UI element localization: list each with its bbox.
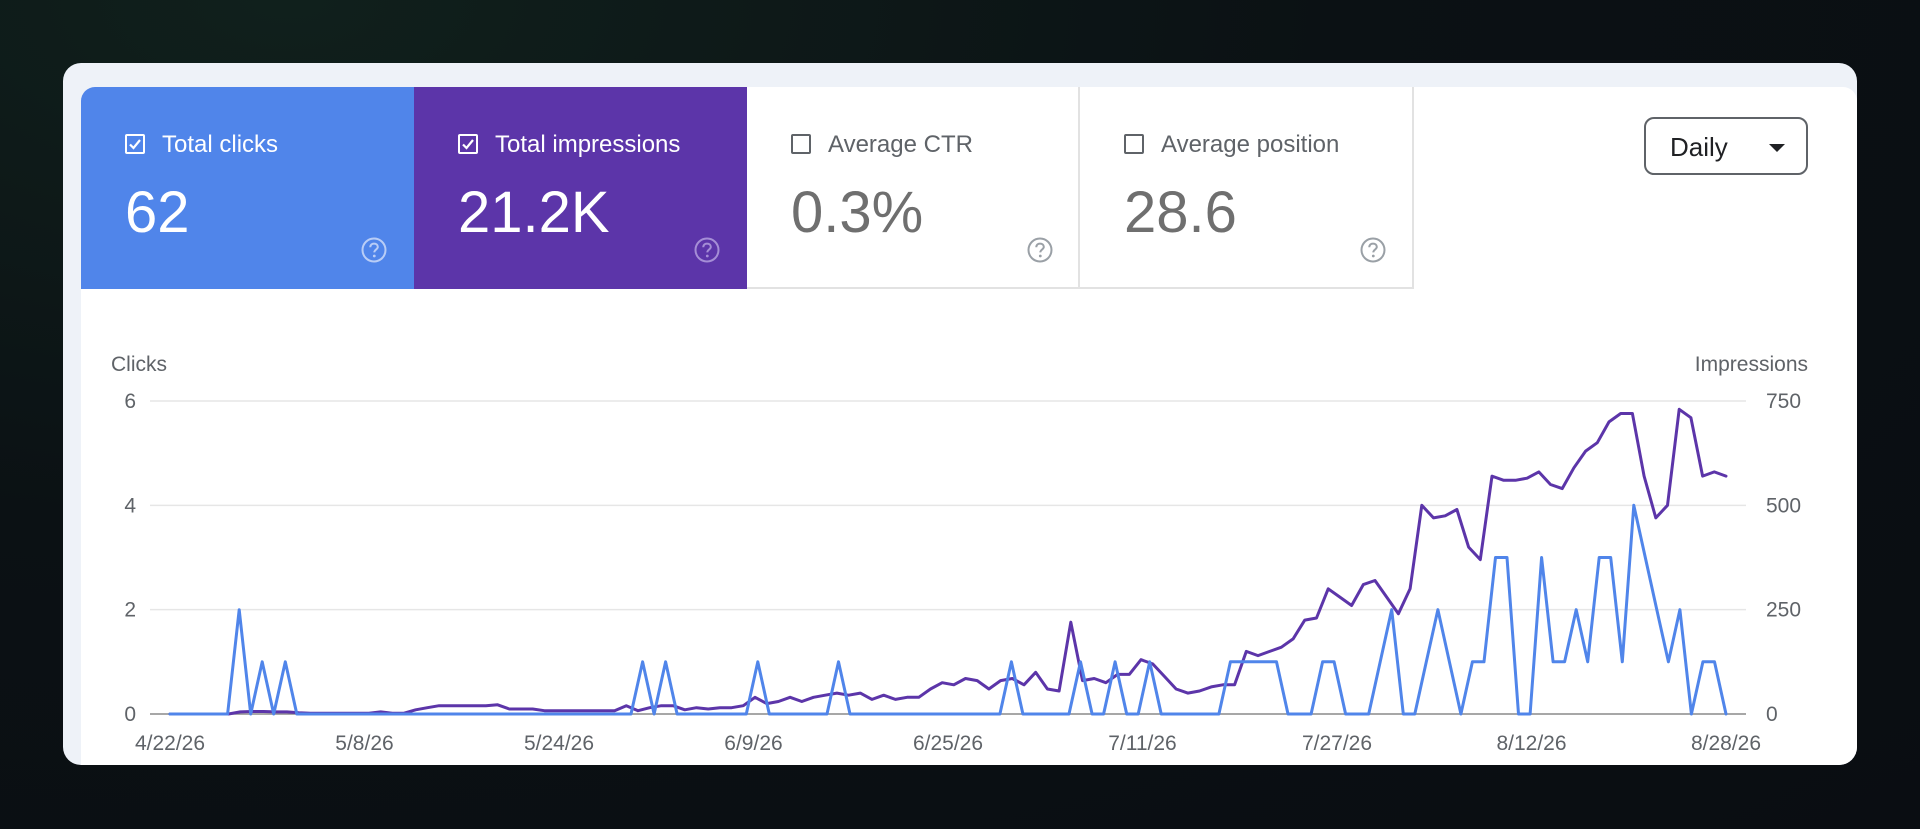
help-circle-icon[interactable] [361, 237, 387, 263]
left-axis-tick-label: 4 [124, 494, 136, 517]
right-axis-tick-label: 750 [1766, 390, 1801, 413]
metric-value: 62 [125, 180, 190, 245]
checkbox-icon[interactable] [458, 134, 478, 154]
checkbox-icon[interactable] [791, 134, 811, 154]
metric-total-clicks[interactable]: Total clicks 62 [81, 87, 414, 289]
metric-average-position[interactable]: Average position 28.6 [1080, 87, 1414, 289]
impressions-series-line [168, 407, 1728, 716]
x-axis-tick-label: 8/12/26 [1496, 732, 1566, 755]
help-circle-icon[interactable] [1027, 237, 1053, 263]
metric-value: 21.2K [458, 180, 610, 245]
metric-label: Total clicks [162, 131, 279, 158]
x-axis-tick-label: 4/22/26 [135, 732, 205, 755]
left-axis-tick-label: 6 [124, 390, 136, 413]
right-axis-tick-label: 250 [1766, 599, 1801, 622]
clicks-series-line [168, 503, 1728, 716]
right-axis-title: Impressions [1695, 353, 1808, 376]
right-axis-tick-label: 500 [1766, 494, 1801, 517]
right-axis-tick-label: 0 [1766, 703, 1778, 726]
left-axis-title: Clicks [111, 353, 167, 376]
metric-total-impressions[interactable]: Total impressions 21.2K [414, 87, 747, 289]
x-axis-tick-label: 7/27/26 [1302, 732, 1372, 755]
metric-value: 0.3% [791, 180, 924, 245]
help-circle-icon[interactable] [1360, 237, 1386, 263]
caret-down-icon [1769, 144, 1785, 152]
metric-label: Average CTR [828, 131, 973, 158]
metric-value: 28.6 [1124, 180, 1237, 245]
granularity-selected: Daily [1670, 132, 1728, 162]
checkbox-icon[interactable] [1124, 134, 1144, 154]
x-axis-tick-label: 8/28/26 [1691, 732, 1761, 755]
left-axis-tick-label: 0 [124, 703, 136, 726]
performance-chart: 0 0 2 250 4 500 6 750 Clicks Impressions 4/22/26 5/… [111, 353, 1808, 755]
help-circle-icon[interactable] [694, 237, 720, 263]
checkbox-icon[interactable] [125, 134, 145, 154]
x-axis-tick-label: 5/24/26 [524, 732, 594, 755]
left-axis-tick-label: 2 [124, 599, 136, 622]
performance-card: Total clicks 62 Total impressions 21.2K … [63, 63, 1857, 765]
x-axis-tick-label: 5/8/26 [335, 732, 393, 755]
x-axis-tick-label: 6/25/26 [913, 732, 983, 755]
metric-label: Total impressions [495, 131, 681, 158]
x-axis-tick-label: 6/9/26 [724, 732, 782, 755]
granularity-dropdown[interactable]: Daily [1644, 117, 1808, 175]
x-axis-tick-label: 7/11/26 [1108, 732, 1177, 755]
metric-label: Average position [1161, 131, 1340, 158]
performance-panel: Total clicks 62 Total impressions 21.2K … [81, 87, 1857, 765]
metric-average-ctr[interactable]: Average CTR 0.3% [747, 87, 1080, 289]
